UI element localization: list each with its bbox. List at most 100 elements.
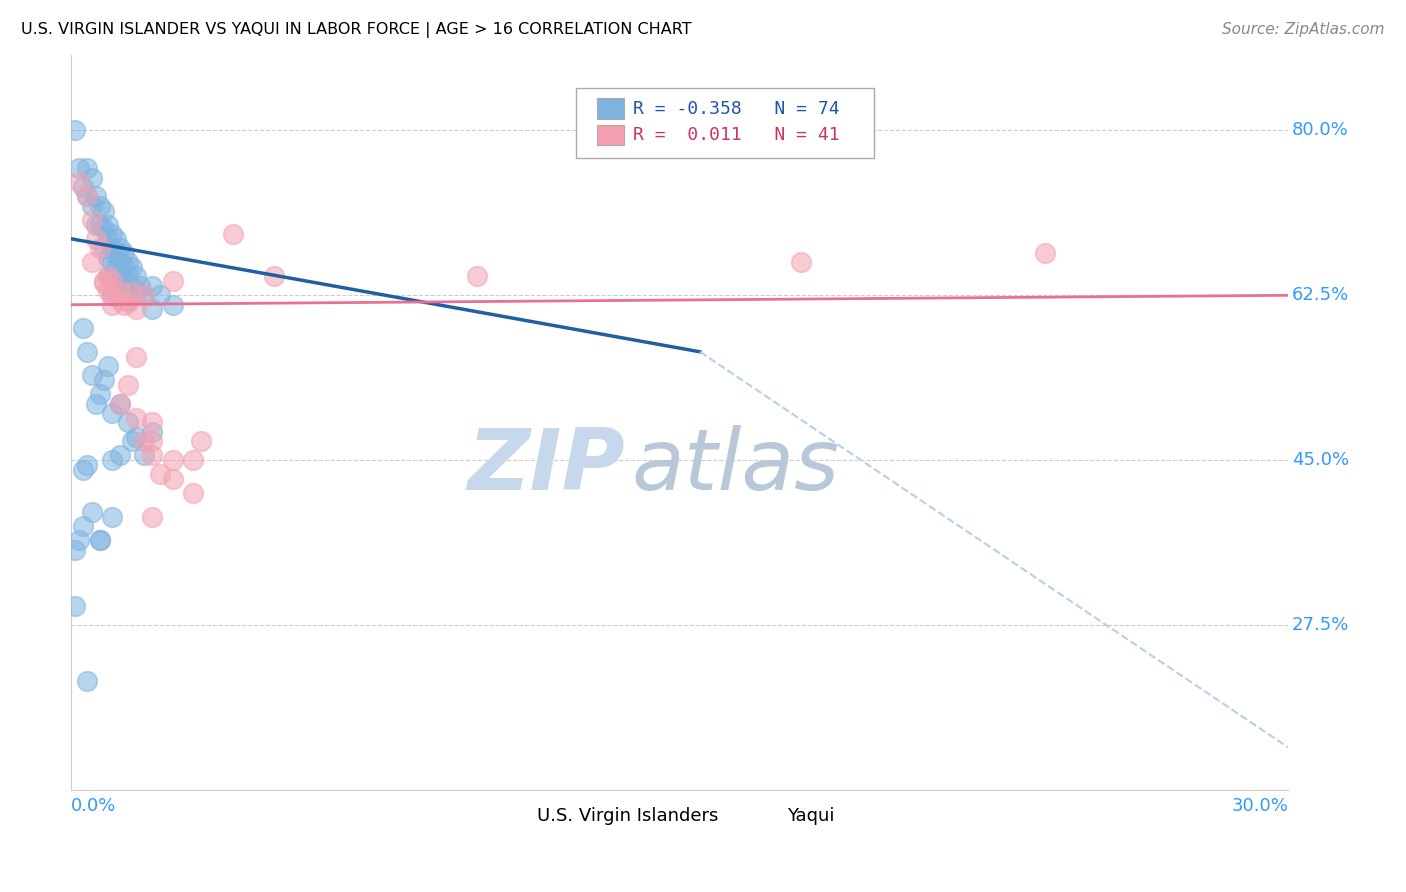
Text: Source: ZipAtlas.com: Source: ZipAtlas.com <box>1222 22 1385 37</box>
Point <box>134 288 156 302</box>
Point <box>97 284 120 298</box>
Point <box>149 288 172 302</box>
FancyBboxPatch shape <box>576 88 875 158</box>
Text: Yaqui: Yaqui <box>787 807 834 825</box>
Point <box>125 302 148 317</box>
Text: R =  0.011   N = 41: R = 0.011 N = 41 <box>634 126 841 145</box>
Point <box>84 396 107 410</box>
Point <box>108 288 131 302</box>
Bar <box>752 805 779 827</box>
Point <box>97 269 120 284</box>
Point <box>89 199 111 213</box>
Point <box>162 472 184 486</box>
Point <box>117 293 139 307</box>
Point <box>89 533 111 548</box>
Point <box>141 434 163 449</box>
Point <box>129 278 152 293</box>
Point <box>84 218 107 232</box>
Point <box>141 449 163 463</box>
Text: atlas: atlas <box>631 425 839 508</box>
Point <box>117 255 139 269</box>
Text: 80.0%: 80.0% <box>1292 121 1348 139</box>
Point <box>190 434 212 449</box>
Point <box>125 269 148 284</box>
Bar <box>503 805 530 827</box>
Point <box>141 425 163 439</box>
Point <box>101 298 124 312</box>
Point <box>104 260 127 274</box>
Point <box>93 241 115 255</box>
Point <box>89 241 111 255</box>
Point <box>72 519 94 533</box>
Point <box>93 276 115 290</box>
Point <box>117 377 139 392</box>
Point <box>134 288 156 302</box>
Text: 62.5%: 62.5% <box>1292 286 1350 304</box>
Point <box>101 288 124 302</box>
Point <box>80 255 103 269</box>
Point <box>76 344 98 359</box>
Point <box>104 278 127 293</box>
Point <box>84 232 107 246</box>
Text: U.S. VIRGIN ISLANDER VS YAQUI IN LABOR FORCE | AGE > 16 CORRELATION CHART: U.S. VIRGIN ISLANDER VS YAQUI IN LABOR F… <box>21 22 692 38</box>
Point <box>162 298 184 312</box>
Point <box>72 321 94 335</box>
Point <box>117 294 139 309</box>
Point <box>117 416 139 430</box>
Point <box>76 189 98 203</box>
Point <box>101 406 124 420</box>
Point <box>80 170 103 185</box>
Point <box>108 396 131 410</box>
Point <box>65 123 87 137</box>
Point <box>112 246 135 260</box>
Point <box>181 486 204 500</box>
Point <box>162 274 184 288</box>
Point <box>121 278 143 293</box>
Point <box>65 542 87 557</box>
Point <box>76 189 98 203</box>
Point <box>112 278 135 293</box>
Text: 45.0%: 45.0% <box>1292 451 1348 469</box>
Point <box>80 199 103 213</box>
Point <box>149 467 172 482</box>
Point <box>93 373 115 387</box>
Point <box>108 284 131 298</box>
Point <box>125 429 148 443</box>
Text: 30.0%: 30.0% <box>1232 797 1288 815</box>
Point <box>93 203 115 218</box>
Point <box>97 359 120 373</box>
Point <box>76 458 98 472</box>
Point <box>93 274 115 288</box>
Point <box>97 232 120 246</box>
Point <box>141 416 163 430</box>
Point <box>89 387 111 401</box>
Point <box>84 189 107 203</box>
Point <box>101 241 124 255</box>
Point <box>1033 246 1056 260</box>
Point <box>125 288 148 302</box>
Point <box>181 453 204 467</box>
Point <box>134 449 156 463</box>
Point <box>65 599 87 613</box>
Point <box>108 396 131 410</box>
Point <box>93 222 115 236</box>
Point <box>67 533 90 548</box>
Point <box>108 449 131 463</box>
Text: R = -0.358   N = 74: R = -0.358 N = 74 <box>634 100 841 118</box>
Point <box>117 269 139 284</box>
Text: U.S. Virgin Islanders: U.S. Virgin Islanders <box>537 807 718 825</box>
Point <box>465 269 488 284</box>
Point <box>89 533 111 548</box>
Point <box>101 509 124 524</box>
Point <box>80 213 103 227</box>
Bar <box>598 98 624 119</box>
Text: ZIP: ZIP <box>467 425 624 508</box>
Text: 27.5%: 27.5% <box>1292 616 1350 634</box>
Point <box>108 293 131 307</box>
Bar <box>598 125 624 145</box>
Text: 0.0%: 0.0% <box>72 797 117 815</box>
Point <box>80 505 103 519</box>
Point <box>101 288 124 302</box>
Point <box>222 227 245 241</box>
Point <box>101 453 124 467</box>
